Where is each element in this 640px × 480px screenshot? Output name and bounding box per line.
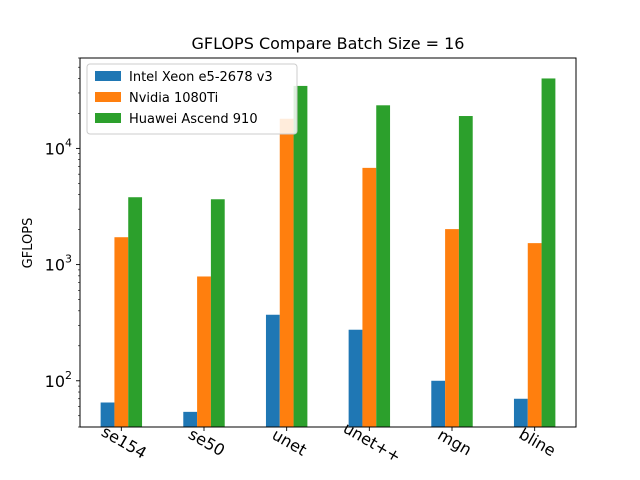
x-tick-label-bline: bline [516,424,559,460]
bar-se50-s2 [210,199,225,427]
legend-label: Intel Xeon e5-2678 v3 [129,70,273,85]
bar-unet++-s2 [376,105,391,428]
bars-group [100,78,556,428]
legend-swatch [95,71,121,81]
legend-label: Huawei Ascend 910 [129,112,258,127]
x-tick-label-se154: se154 [98,422,150,463]
bar-unet-s2 [293,85,308,428]
x-tick-label-se50: se50 [185,424,228,460]
chart-title: GFLOPS Compare Batch Size = 16 [192,34,465,53]
bar-bline-s1 [527,243,542,427]
bar-bline-s0 [513,398,528,427]
bar-se154-s0 [100,402,115,427]
bar-unet-s1 [279,118,294,427]
legend-swatch [95,113,121,123]
bar-unet-s0 [265,314,280,427]
legend-frame [86,63,298,135]
y-ticks-group: 102 103 104 [45,57,80,428]
bar-se50-s1 [197,276,211,427]
y-axis-label: GFLOPS [21,218,36,269]
bar-mgn-s2 [458,116,473,428]
y-tick-label: 103 [45,253,72,275]
y-tick-label: 102 [45,369,72,391]
plot-frame [79,57,577,428]
bar-se154-s2 [128,197,143,427]
bar-mgn-s1 [445,229,459,427]
x-tick-label-mgn: mgn [434,425,475,459]
bar-se50-s0 [183,411,198,427]
bar-unet++-s0 [348,329,363,427]
legend-swatch [95,92,121,102]
bar-mgn-s0 [431,380,446,427]
x-tick-label-unet: unet [269,425,310,460]
bar-unet++-s1 [362,167,377,427]
bar-se154-s1 [114,237,129,427]
y-tick-label: 104 [45,136,72,158]
x-ticks-group: se154 se50 unet unet++ mgn bline [98,418,559,466]
bar-bline-s2 [541,78,556,428]
legend-label: Nvidia 1080Ti [129,91,218,106]
legend: Intel Xeon e5-2678 v3 Nvidia 1080Ti Huawei… [86,63,298,135]
